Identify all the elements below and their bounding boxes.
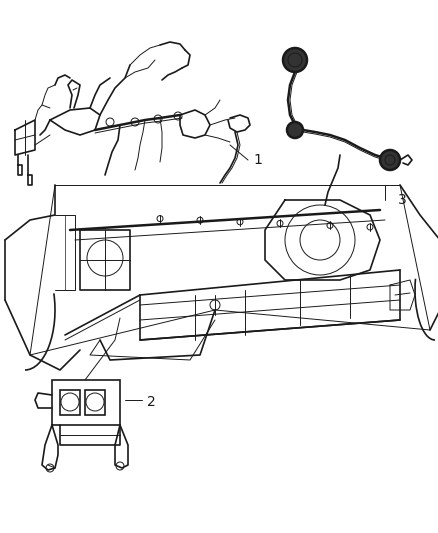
Text: 2: 2	[147, 395, 156, 409]
Circle shape	[380, 150, 400, 170]
Circle shape	[287, 122, 303, 138]
Bar	[60, 390, 80, 415]
Bar	[52, 380, 120, 425]
Bar	[85, 390, 105, 415]
Text: 3: 3	[398, 193, 407, 207]
Circle shape	[283, 48, 307, 72]
Text: 1: 1	[253, 153, 262, 167]
